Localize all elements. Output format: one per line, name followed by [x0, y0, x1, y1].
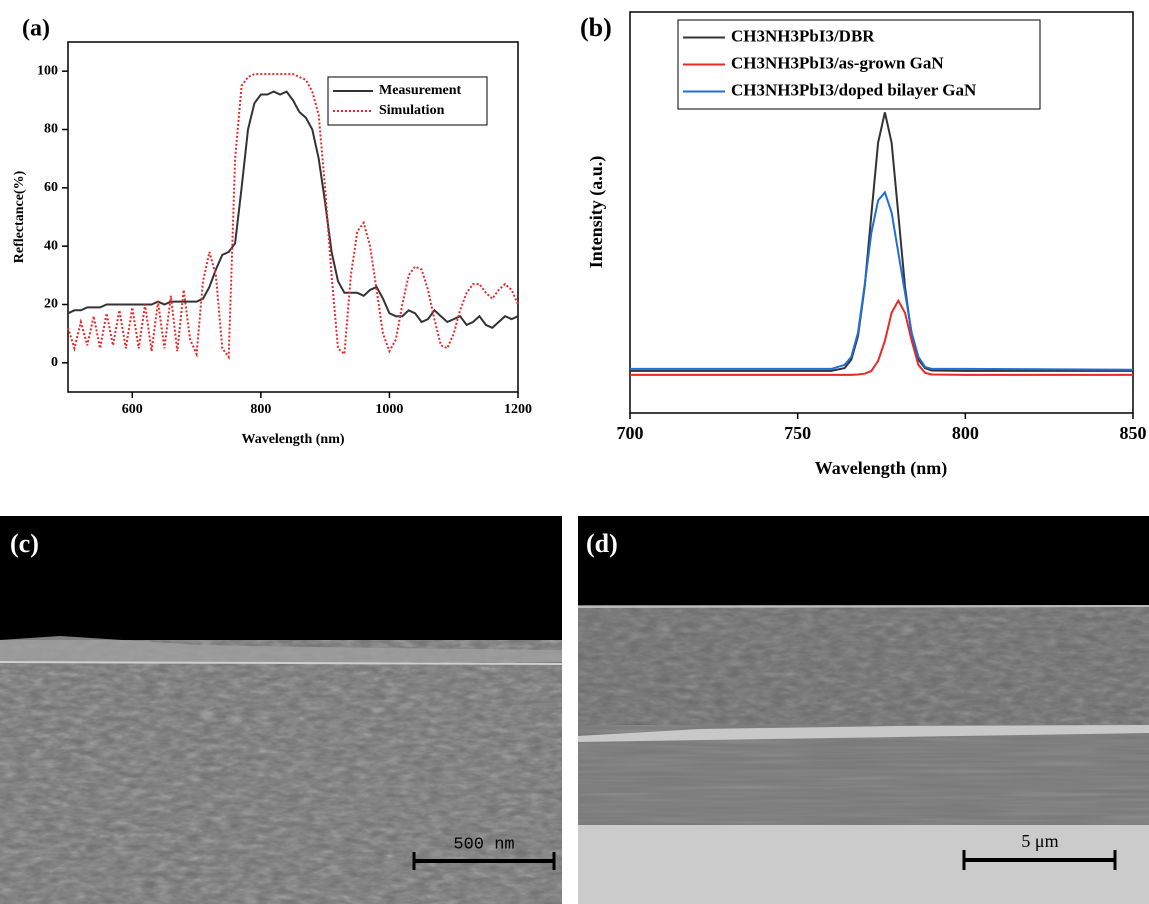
- panel-label: (b): [580, 13, 612, 42]
- series-line: [630, 298, 1133, 376]
- x-tick-label: 700: [617, 423, 644, 443]
- panel-label: (a): [22, 16, 50, 42]
- y-tick-label: 20: [44, 297, 58, 312]
- x-tick-label: 800: [250, 402, 271, 417]
- sem-image-d: (d) 5 μm: [577, 516, 1149, 904]
- panel-label: (c): [10, 529, 39, 558]
- x-tick-label: 850: [1120, 423, 1147, 443]
- plot-frame: [67, 41, 519, 393]
- scale-bar-label: 5 μm: [1021, 831, 1058, 851]
- y-tick-label: 60: [44, 180, 58, 195]
- legend-label: CH3NH3PbI3/DBR: [731, 26, 875, 45]
- series-line: [630, 190, 1134, 371]
- x-tick-label: 1200: [504, 402, 532, 417]
- series-line: [67, 73, 519, 360]
- legend-label: CH3NH3PbI3/doped bilayer GaN: [731, 80, 977, 99]
- legend-box: [327, 76, 488, 126]
- x-axis-label: Wavelength (nm): [815, 458, 948, 479]
- legend-label: CH3NH3PbI3/as-grown GaN: [731, 53, 944, 72]
- y-tick-label: 0: [51, 355, 58, 370]
- y-tick-label: 80: [44, 122, 58, 137]
- x-tick-label: 750: [784, 423, 811, 443]
- legend-box: [677, 19, 1041, 110]
- y-axis-label: Reflectance(%): [12, 170, 27, 263]
- x-tick-label: 800: [952, 423, 979, 443]
- y-tick-label: 40: [44, 238, 58, 253]
- legend-label: Simulation: [379, 103, 445, 118]
- x-tick-label: 600: [122, 402, 143, 417]
- y-axis-label: Intensity (a.u.): [586, 156, 607, 269]
- plot-frame: [629, 11, 1134, 414]
- panel-label: (d): [586, 529, 618, 558]
- series-line: [630, 112, 1133, 372]
- scale-bar-label: 500 nm: [453, 835, 514, 854]
- x-tick-label: 1000: [375, 402, 403, 417]
- series-line: [67, 90, 519, 329]
- x-axis-label: Wavelength (nm): [241, 432, 344, 447]
- sem-image-c: (c) 500 nm: [0, 516, 563, 904]
- y-tick-label: 100: [37, 63, 58, 78]
- legend-label: Measurement: [379, 83, 461, 98]
